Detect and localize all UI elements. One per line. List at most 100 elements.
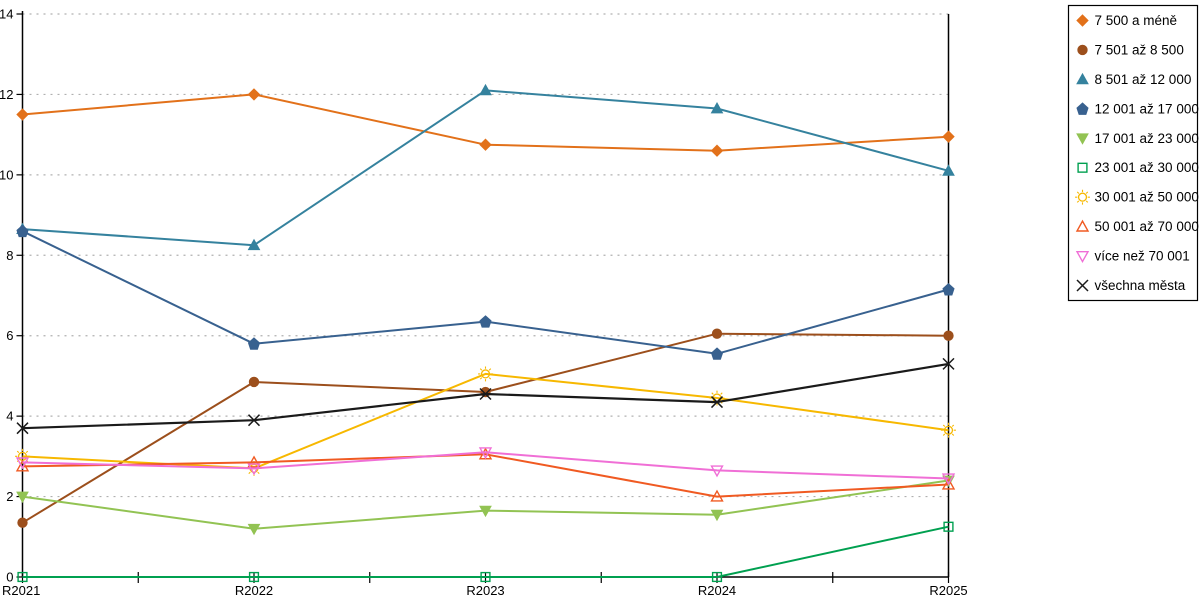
legend-label-5: 17 001 až 23 000: [1095, 131, 1199, 146]
series-5-point-R2022-shape: [247, 523, 261, 536]
series-2-point-R2022: [248, 376, 260, 388]
series-7-point-R2025: [941, 422, 956, 438]
legend-marker-4-shape: [1076, 102, 1089, 115]
series-10-point-R2022-shape: [247, 414, 261, 427]
series-8-point-R2022-shape: [247, 455, 261, 468]
series-9-point-R2024-shape: [710, 465, 724, 478]
legend-box: [1067, 4, 1199, 302]
series-1-point-R2023-shape: [479, 138, 492, 151]
series-6-point-R2021: [17, 571, 28, 583]
series-8-line: [22, 453, 949, 498]
legend-marker-6-shape: [1077, 162, 1088, 173]
series-5-line: [22, 479, 949, 530]
y-tick-label-8: 8: [6, 248, 13, 263]
series-5-point-R2021: [16, 491, 29, 504]
series-4-point-R2025-shape: [942, 283, 955, 296]
series-6-point-R2024-shape: [711, 571, 723, 583]
series-9-point-R2023-shape: [478, 447, 493, 460]
series-10-point-R2025: [942, 357, 955, 370]
series-9-line: [22, 451, 949, 480]
legend-marker-1-shape: [1076, 14, 1089, 27]
x-tick-label-R2023: R2023: [466, 583, 504, 598]
series-2-point-R2021: [17, 517, 28, 528]
series-3-point-R2024: [710, 101, 724, 114]
y-tick-label-6: 6: [6, 328, 13, 343]
series-3-point-R2025: [942, 164, 955, 176]
series-3-point-R2024-shape: [710, 101, 724, 114]
series-6-point-R2023: [480, 571, 491, 583]
series-6-line: [22, 525, 949, 578]
series-3-point-R2025-shape: [942, 164, 955, 176]
series-5-point-R2024-shape: [710, 509, 724, 522]
series-10-point-R2023-shape: [479, 387, 492, 401]
series-8-point-R2021: [15, 459, 30, 472]
series-1-point-R2022-shape: [247, 88, 261, 101]
series-9-point-R2025: [941, 473, 956, 486]
series-8-point-R2025: [941, 477, 956, 490]
series-4-point-R2024-shape: [710, 347, 724, 360]
series-10-point-R2025-shape: [942, 357, 955, 370]
series-9-point-R2023: [478, 447, 493, 460]
series-5-point-R2022: [247, 523, 261, 536]
series-7-point-R2023-shape: [478, 366, 493, 382]
legend-label-3: 8 501 až 12 000: [1095, 72, 1192, 87]
series-3-point-R2023: [479, 83, 492, 96]
series-6-point-R2022: [248, 571, 260, 583]
series-9-point-R2024: [710, 465, 724, 478]
series-3-point-R2023-shape: [479, 83, 492, 96]
series-5-point-R2023: [479, 505, 492, 518]
series-9-point-R2022-shape: [247, 463, 261, 476]
legend-marker-5: [1076, 133, 1089, 145]
legend-label-2: 7 501 až 8 500: [1095, 42, 1184, 57]
series-1-point-R2024-shape: [710, 144, 724, 157]
series-4-point-R2023-shape: [479, 315, 492, 328]
x-tick-label-R2025: R2025: [929, 583, 967, 598]
series-10-point-R2021: [16, 422, 29, 435]
series-8-point-R2021-shape: [15, 459, 30, 472]
legend-marker-9-shape: [1075, 250, 1090, 263]
series-9-point-R2022: [247, 463, 261, 476]
series-9-point-R2021: [15, 457, 30, 470]
series-6-point-R2025: [943, 521, 954, 532]
series-4-point-R2025: [942, 283, 955, 296]
legend-marker-8: [1075, 219, 1090, 232]
series-3-point-R2022-shape: [247, 238, 261, 251]
legend-marker-7-shape: [1077, 192, 1088, 202]
x-tick-label-R2024: R2024: [698, 583, 736, 598]
series-6-point-R2022-shape: [248, 571, 260, 583]
legend-marker-2: [1077, 44, 1088, 56]
series-7-point-R2025-shape: [941, 422, 956, 438]
y-tick-label-0: 0: [6, 570, 13, 585]
series-5-point-R2023-shape: [479, 505, 492, 518]
legend-marker-3: [1076, 72, 1089, 85]
x-tick-label-R2021: R2021: [2, 583, 40, 598]
series-8-point-R2022: [247, 455, 261, 468]
series-1-point-R2025-shape: [942, 130, 955, 143]
series-2-point-R2021-shape: [17, 517, 28, 528]
legend-marker-3-shape: [1076, 72, 1089, 85]
series-2-point-R2025-shape: [943, 330, 954, 341]
legend-label-9: více než 70 001: [1095, 249, 1190, 264]
series-10-point-R2022: [247, 414, 261, 427]
legend-marker-7: [1075, 189, 1090, 205]
series-1-point-R2023: [479, 138, 492, 151]
legend-marker-1: [1076, 14, 1089, 27]
series-5-point-R2021-shape: [16, 491, 29, 504]
series-8-point-R2025-shape: [941, 477, 956, 490]
series-2-point-R2025: [943, 330, 954, 341]
series-10-point-R2023: [479, 387, 492, 401]
series-2-point-R2024: [711, 328, 723, 339]
legend-label-7: 30 001 až 50 000: [1095, 190, 1199, 205]
y-tick-label-10: 10: [0, 167, 14, 182]
legend-marker-10: [1076, 279, 1089, 292]
legend-label-6: 23 001 až 30 000: [1095, 160, 1199, 175]
series-2-point-R2024-shape: [711, 328, 723, 339]
series-4-point-R2021-shape: [16, 224, 29, 238]
legend-marker-2-shape: [1077, 44, 1088, 56]
legend-marker-4: [1076, 102, 1089, 115]
legend-label-10: všechna města: [1095, 278, 1186, 293]
series-1-point-R2025: [942, 130, 955, 143]
series-7-point-R2023: [478, 366, 493, 382]
legend-marker-10-shape: [1076, 279, 1089, 292]
legend-marker-6: [1077, 162, 1088, 173]
